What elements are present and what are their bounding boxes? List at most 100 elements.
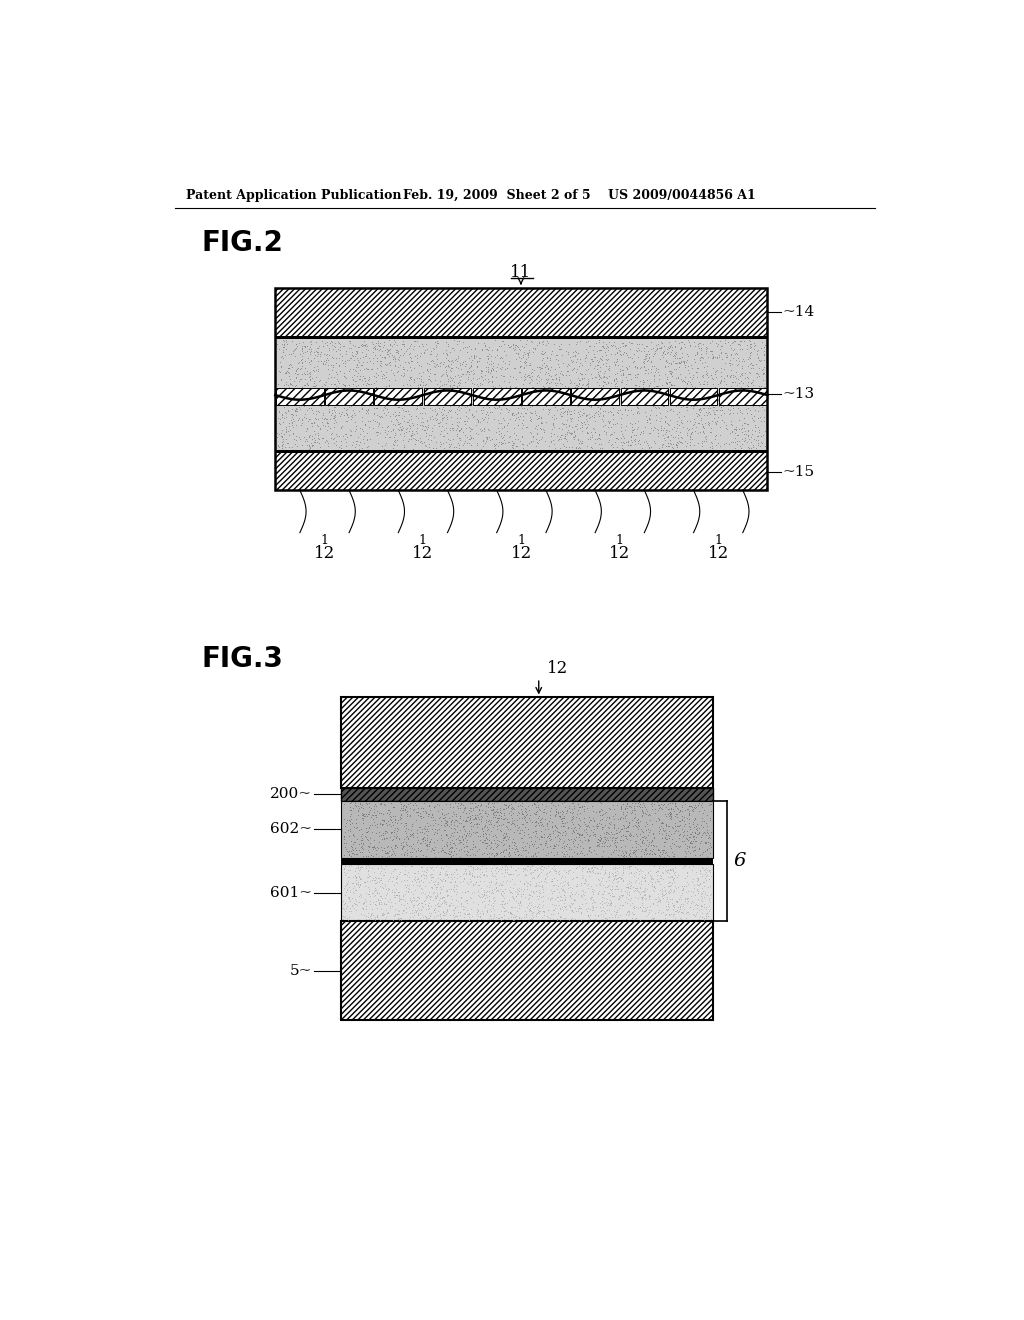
Point — [402, 797, 419, 818]
Point — [433, 870, 450, 891]
Point — [432, 895, 449, 916]
Point — [608, 861, 625, 882]
Point — [577, 873, 593, 894]
Point — [570, 381, 587, 403]
Point — [564, 861, 581, 882]
Point — [451, 812, 467, 833]
Point — [534, 825, 550, 846]
Point — [638, 843, 654, 865]
Point — [604, 875, 621, 896]
Point — [485, 396, 502, 417]
Point — [594, 894, 610, 915]
Point — [543, 841, 559, 862]
Point — [599, 807, 615, 828]
Point — [571, 401, 588, 422]
Point — [360, 436, 377, 457]
Point — [394, 855, 411, 876]
Point — [733, 362, 750, 383]
Point — [391, 907, 408, 928]
Point — [335, 374, 351, 395]
Point — [679, 820, 695, 841]
Point — [550, 894, 566, 915]
Point — [593, 348, 609, 370]
Point — [520, 855, 537, 876]
Point — [424, 400, 440, 421]
Point — [708, 399, 724, 420]
Point — [347, 867, 364, 888]
Point — [327, 374, 343, 395]
Point — [743, 424, 760, 445]
Point — [428, 437, 444, 458]
Point — [514, 803, 530, 824]
Point — [700, 392, 717, 413]
Point — [673, 368, 689, 389]
Point — [308, 392, 325, 413]
Point — [637, 816, 653, 837]
Point — [471, 368, 487, 389]
Point — [374, 803, 390, 824]
Point — [625, 903, 641, 924]
Point — [393, 418, 410, 440]
Point — [595, 414, 611, 436]
Point — [694, 367, 711, 388]
Point — [441, 843, 458, 865]
Point — [505, 828, 521, 849]
Point — [505, 888, 521, 909]
Point — [601, 834, 617, 855]
Point — [564, 388, 581, 409]
Point — [621, 795, 637, 816]
Point — [441, 871, 458, 892]
Point — [690, 867, 707, 888]
Point — [337, 424, 353, 445]
Point — [634, 797, 650, 818]
Point — [350, 834, 367, 855]
Point — [657, 355, 674, 376]
Point — [610, 898, 627, 919]
Point — [742, 392, 759, 413]
Point — [526, 793, 543, 814]
Point — [481, 908, 498, 929]
Point — [350, 362, 367, 383]
Point — [617, 908, 634, 929]
Point — [617, 821, 634, 842]
Point — [380, 800, 396, 821]
Point — [690, 403, 707, 424]
Point — [454, 363, 470, 384]
Point — [409, 832, 425, 853]
Point — [490, 907, 507, 928]
Point — [419, 886, 435, 907]
Point — [347, 405, 364, 426]
Point — [415, 829, 431, 850]
Point — [674, 882, 690, 903]
Point — [302, 341, 318, 362]
Point — [720, 384, 736, 405]
Point — [568, 842, 585, 863]
Point — [721, 433, 737, 454]
Point — [600, 430, 616, 451]
Point — [476, 364, 493, 385]
Point — [289, 383, 305, 404]
Point — [431, 413, 447, 434]
Point — [511, 907, 527, 928]
Point — [480, 346, 497, 367]
Point — [437, 841, 454, 862]
Text: 12: 12 — [547, 660, 567, 677]
Point — [545, 381, 561, 403]
Point — [667, 426, 683, 447]
Point — [347, 411, 364, 432]
Point — [604, 829, 621, 850]
Point — [386, 825, 402, 846]
Point — [648, 375, 665, 396]
Point — [643, 869, 659, 890]
Point — [471, 830, 487, 851]
Point — [650, 902, 667, 923]
Point — [522, 874, 539, 895]
Point — [515, 380, 531, 401]
Point — [504, 813, 520, 834]
Point — [611, 821, 628, 842]
Point — [571, 392, 588, 413]
Point — [396, 863, 413, 884]
Point — [310, 401, 327, 422]
Point — [457, 337, 473, 358]
Point — [707, 412, 723, 433]
